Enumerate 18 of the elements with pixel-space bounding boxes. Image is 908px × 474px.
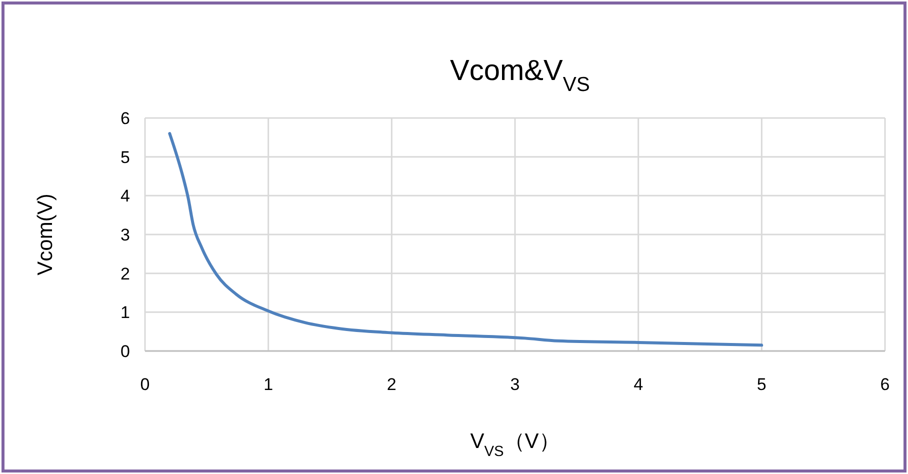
x-tick-label: 1 bbox=[264, 375, 274, 394]
x-tick-label: 3 bbox=[510, 375, 520, 394]
y-tick-label: 0 bbox=[120, 342, 130, 361]
y-tick-label: 6 bbox=[120, 109, 130, 128]
line-series bbox=[168, 132, 764, 347]
x-tick-label: 5 bbox=[756, 375, 766, 394]
y-tick-label: 1 bbox=[120, 303, 130, 322]
y-tick-label: 2 bbox=[120, 264, 130, 284]
x-tick-label: 0 bbox=[140, 375, 150, 394]
y-axis-title: Vcom(V) bbox=[34, 194, 57, 276]
y-tick-label: 3 bbox=[120, 226, 130, 244]
y-tick-label: 4 bbox=[120, 186, 130, 206]
x-tick-label: 6 bbox=[880, 375, 890, 394]
chart-title: Vcom&V$_{VS}$ bbox=[450, 55, 590, 96]
y-tick-label: 5 bbox=[120, 148, 130, 167]
x-tick-label: 4 bbox=[634, 375, 644, 394]
x-tick-label: 2 bbox=[386, 375, 396, 394]
x-axis-title: V$_{VS}$（V） bbox=[470, 430, 560, 460]
